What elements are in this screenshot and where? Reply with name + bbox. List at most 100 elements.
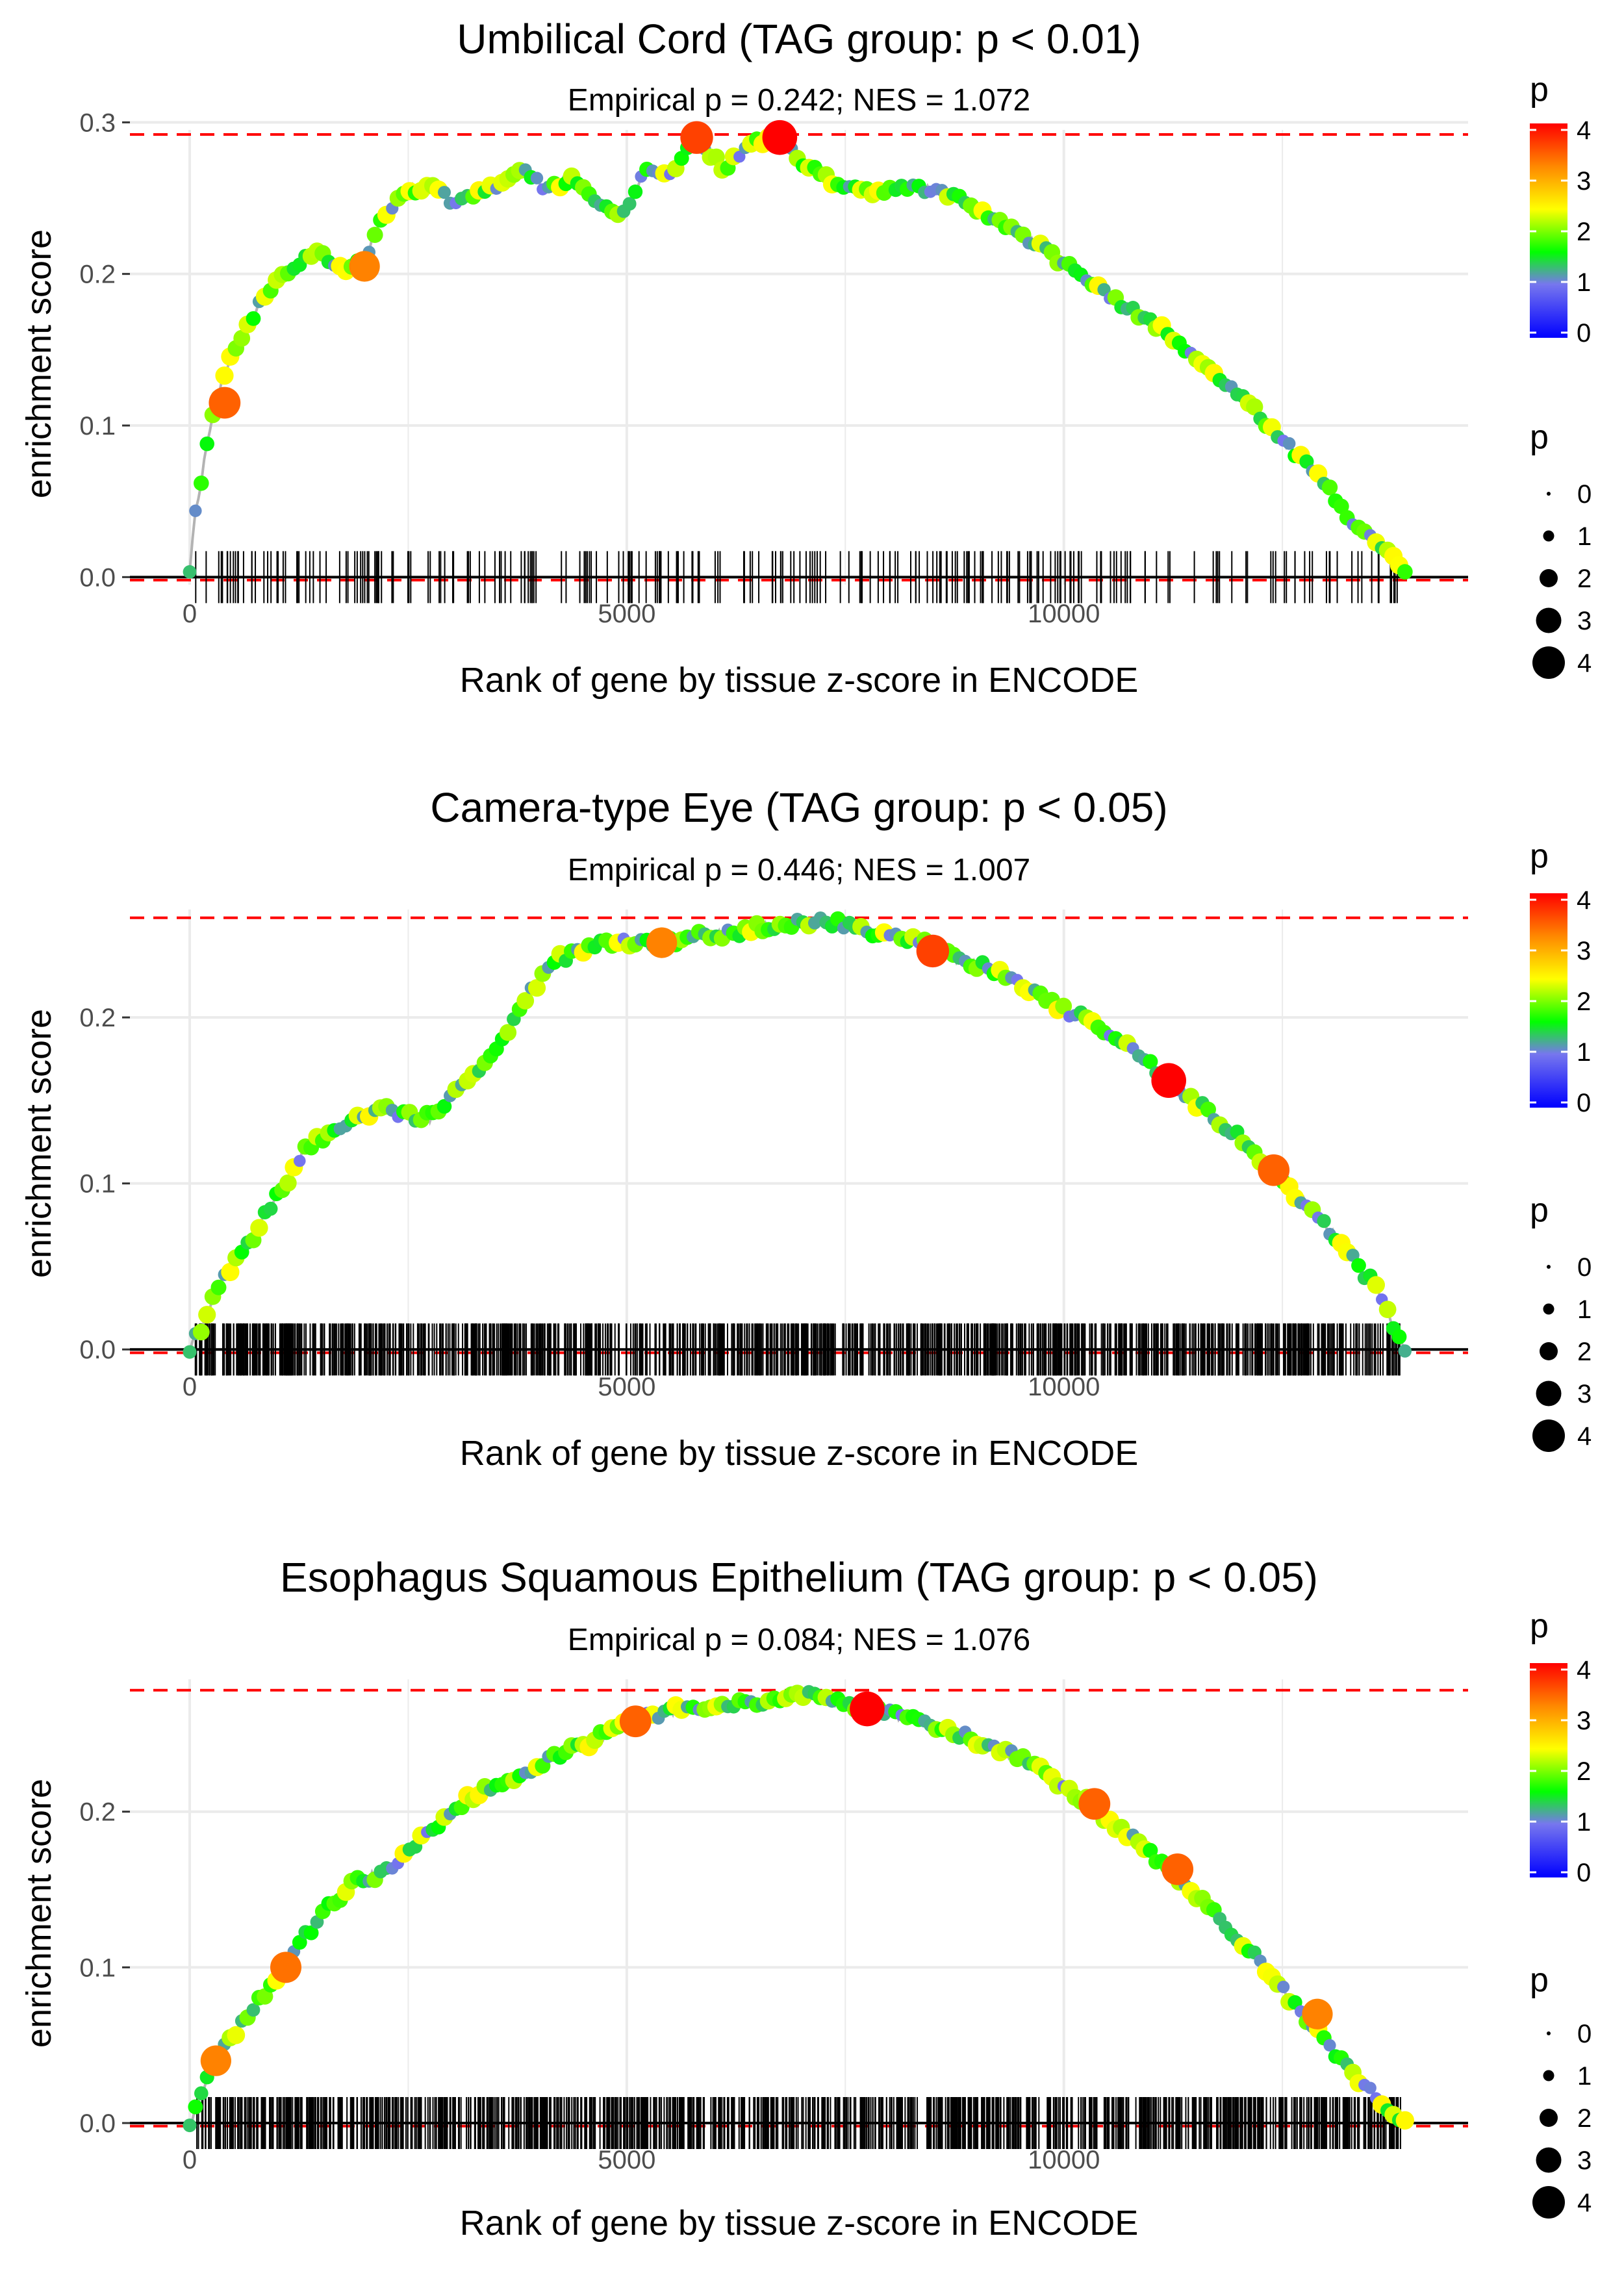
color-legend: p 0 1 2 3 4: [1530, 1607, 1591, 1887]
enrichment-point-high: [850, 1691, 885, 1727]
enrichment-point: [733, 151, 746, 163]
size-legend-label: 3: [1577, 2146, 1592, 2175]
enrichment-point: [1246, 398, 1263, 416]
color-tick-label: 4: [1577, 1656, 1591, 1685]
size-legend-label: 4: [1577, 2189, 1592, 2217]
enrichment-point-high: [1302, 1998, 1333, 2029]
size-legend-label: 2: [1577, 565, 1592, 593]
color-tick-label: 0: [1577, 1859, 1591, 1887]
y-tick-label: 0.1: [79, 412, 116, 440]
x-axis-label: Rank of gene by tissue z-score in ENCODE: [460, 661, 1138, 700]
color-ticks: 0 1 2 3 4: [1530, 886, 1591, 1117]
enrichment-point-high: [762, 120, 798, 155]
color-legend-title: p: [1530, 1607, 1549, 1645]
enrichment-point: [303, 1925, 319, 1940]
enrichment-point-high: [349, 251, 380, 282]
size-legend-dot: [1536, 1380, 1562, 1406]
color-ticks: 0 1 2 3 4: [1530, 116, 1591, 348]
enrichment-point-high: [680, 121, 713, 154]
enrichment-point-high: [1258, 1154, 1290, 1186]
enrichment-point: [1333, 498, 1349, 515]
color-legend-title: p: [1530, 837, 1549, 875]
size-legend-dot: [1547, 1265, 1551, 1269]
y-tick-label: 0.0: [79, 2109, 116, 2138]
enrichment-point: [221, 1262, 240, 1282]
enrichment-point: [246, 2003, 260, 2017]
size-legend-label: 1: [1577, 522, 1592, 551]
size-legend-dot: [1540, 569, 1558, 587]
enrichment-point-high: [1151, 1063, 1186, 1099]
x-tick-label: 0: [183, 2146, 197, 2174]
color-legend: p 0 1 2 3 4: [1530, 71, 1591, 348]
color-tick-label: 3: [1577, 937, 1591, 965]
size-legend-dot: [1532, 2186, 1565, 2219]
size-legend-dot: [1532, 646, 1565, 679]
color-tick-label: 2: [1577, 987, 1591, 1016]
y-tick-label: 0.1: [79, 1953, 116, 1982]
size-legend-dot: [1536, 607, 1562, 633]
enrichment-point: [263, 1201, 278, 1216]
size-legend-label: 0: [1577, 480, 1592, 509]
enrichment-point: [192, 1323, 210, 1341]
enrichment-point: [215, 366, 234, 385]
x-tick-label: 10000: [1028, 2146, 1100, 2174]
enrichment-point: [1323, 2039, 1336, 2052]
size-legend-label: 0: [1577, 2020, 1592, 2048]
enrichment-point: [438, 186, 451, 199]
color-ticks: 0 1 2 3 4: [1530, 1656, 1591, 1887]
size-legend-label: 3: [1577, 607, 1592, 635]
enrichment-point: [250, 1219, 268, 1237]
panel-title: Camera-type Eye (TAG group: p < 0.05): [430, 784, 1167, 831]
enrichment-point: [1351, 1258, 1366, 1273]
y-tick-label: 0.2: [79, 261, 116, 289]
x-tick-label: 5000: [598, 2146, 655, 2174]
color-tick-label: 4: [1577, 886, 1591, 915]
enrichment-point: [279, 1174, 297, 1192]
color-tick-label: 0: [1577, 1089, 1591, 1117]
enrichment-line: [188, 1690, 1406, 2126]
enrichment-line: [188, 132, 1406, 573]
panel-3: Esophagus Squamous Epithelium (TAG group…: [19, 1554, 1592, 2243]
enrichment-point: [366, 227, 383, 243]
x-tick-label: 0: [183, 1373, 197, 1401]
enrichment-point: [210, 1279, 227, 1295]
x-tick-label: 5000: [598, 1373, 655, 1401]
x-tick-label: 10000: [1028, 600, 1100, 628]
gridlines: [130, 121, 1468, 585]
enrichment-point: [1143, 1054, 1158, 1069]
size-legend-dot: [1536, 2147, 1562, 2173]
y-tick-label: 0.2: [79, 1004, 116, 1032]
enrichment-point-high: [916, 934, 950, 968]
enrichment-point: [1317, 1214, 1331, 1228]
enrichment-point: [1277, 1980, 1290, 1994]
y-tick-label: 0.1: [79, 1170, 116, 1199]
enrichment-point: [1364, 2081, 1377, 2094]
y-axis-label: enrichment score: [19, 1009, 58, 1278]
size-legend-label: 4: [1577, 649, 1592, 678]
size-legend-dot: [1543, 530, 1554, 542]
size-legend-label: 1: [1577, 1295, 1592, 1324]
enrichment-point: [183, 1345, 197, 1359]
enrichment-point: [1055, 997, 1072, 1015]
enrichment-point: [183, 565, 197, 579]
enrichment-point: [628, 184, 643, 199]
enrichment-point: [198, 1306, 216, 1324]
panel-2: Camera-type Eye (TAG group: p < 0.05) Em…: [19, 784, 1592, 1473]
enrichment-point-high: [209, 387, 241, 419]
enrichment-points: [183, 1685, 1414, 2133]
enrichment-point: [527, 979, 546, 997]
enrichment-point: [1321, 479, 1338, 496]
size-entries: 0 1 2 3 4: [1532, 1253, 1592, 1452]
enrichment-point-high: [1078, 1788, 1111, 1820]
color-tick-label: 4: [1577, 116, 1591, 145]
size-legend-dot: [1532, 1419, 1565, 1452]
panel-subtitle: Empirical p = 0.242; NES = 1.072: [568, 83, 1030, 118]
size-legend-label: 0: [1577, 1253, 1592, 1282]
size-legend-dot: [1543, 2070, 1554, 2081]
y-axis-label: enrichment score: [19, 229, 58, 498]
y-tick-label: 0.0: [79, 563, 116, 592]
size-legend-label: 1: [1577, 2062, 1592, 2091]
color-tick-label: 3: [1577, 167, 1591, 196]
